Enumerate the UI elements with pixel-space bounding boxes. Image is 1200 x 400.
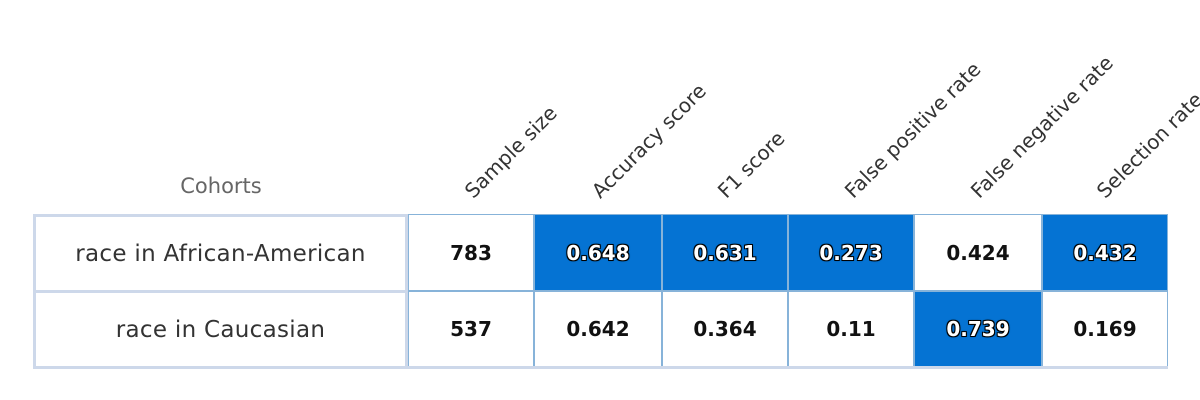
column-header-sample-size[interactable]: Sample size xyxy=(459,100,562,203)
cell-race-in-caucasian-sample-size: 537 xyxy=(408,291,534,367)
cohort-table: race in African-American race in Caucasi… xyxy=(33,214,408,369)
cell-race-in-african-american-selection-rate: 0.432 xyxy=(1042,214,1168,291)
grid-bottom-border xyxy=(408,366,1168,369)
cell-race-in-african-american-false-negative-rate: 0.424 xyxy=(914,214,1042,291)
cohort-row-caucasian[interactable]: race in Caucasian xyxy=(115,316,326,343)
cell-race-in-african-american-false-positive-rate: 0.273 xyxy=(788,214,914,291)
cell-race-in-caucasian-false-positive-rate: 0.11 xyxy=(788,291,914,367)
column-header-false-positive-rate[interactable]: False positive rate xyxy=(839,57,986,203)
cell-race-in-african-american-accuracy-score: 0.648 xyxy=(534,214,662,291)
metric-heatmap-grid: 783 0.648 0.631 0.273 0.424 0.432 537 0.642 0.36… xyxy=(408,214,1168,369)
column-header-false-negative-rate[interactable]: False negative rate xyxy=(965,50,1118,203)
cell-race-in-caucasian-selection-rate: 0.169 xyxy=(1042,291,1168,367)
cohorts-column-header: Cohorts xyxy=(180,174,262,198)
column-header-accuracy-score[interactable]: Accuracy score xyxy=(586,78,711,203)
cell-race-in-caucasian-false-negative-rate: 0.739 xyxy=(914,291,1042,367)
cell-race-in-african-american-f1-score: 0.631 xyxy=(662,214,788,291)
column-header-f1-score[interactable]: F1 score xyxy=(712,126,790,203)
column-header-selection-rate[interactable]: Selection rate xyxy=(1091,87,1200,203)
cell-race-in-african-american-sample-size: 783 xyxy=(408,214,534,291)
cell-race-in-caucasian-accuracy-score: 0.642 xyxy=(534,291,662,367)
cell-race-in-caucasian-f1-score: 0.364 xyxy=(662,291,788,367)
cohort-row-african-american[interactable]: race in African-American xyxy=(36,217,405,293)
